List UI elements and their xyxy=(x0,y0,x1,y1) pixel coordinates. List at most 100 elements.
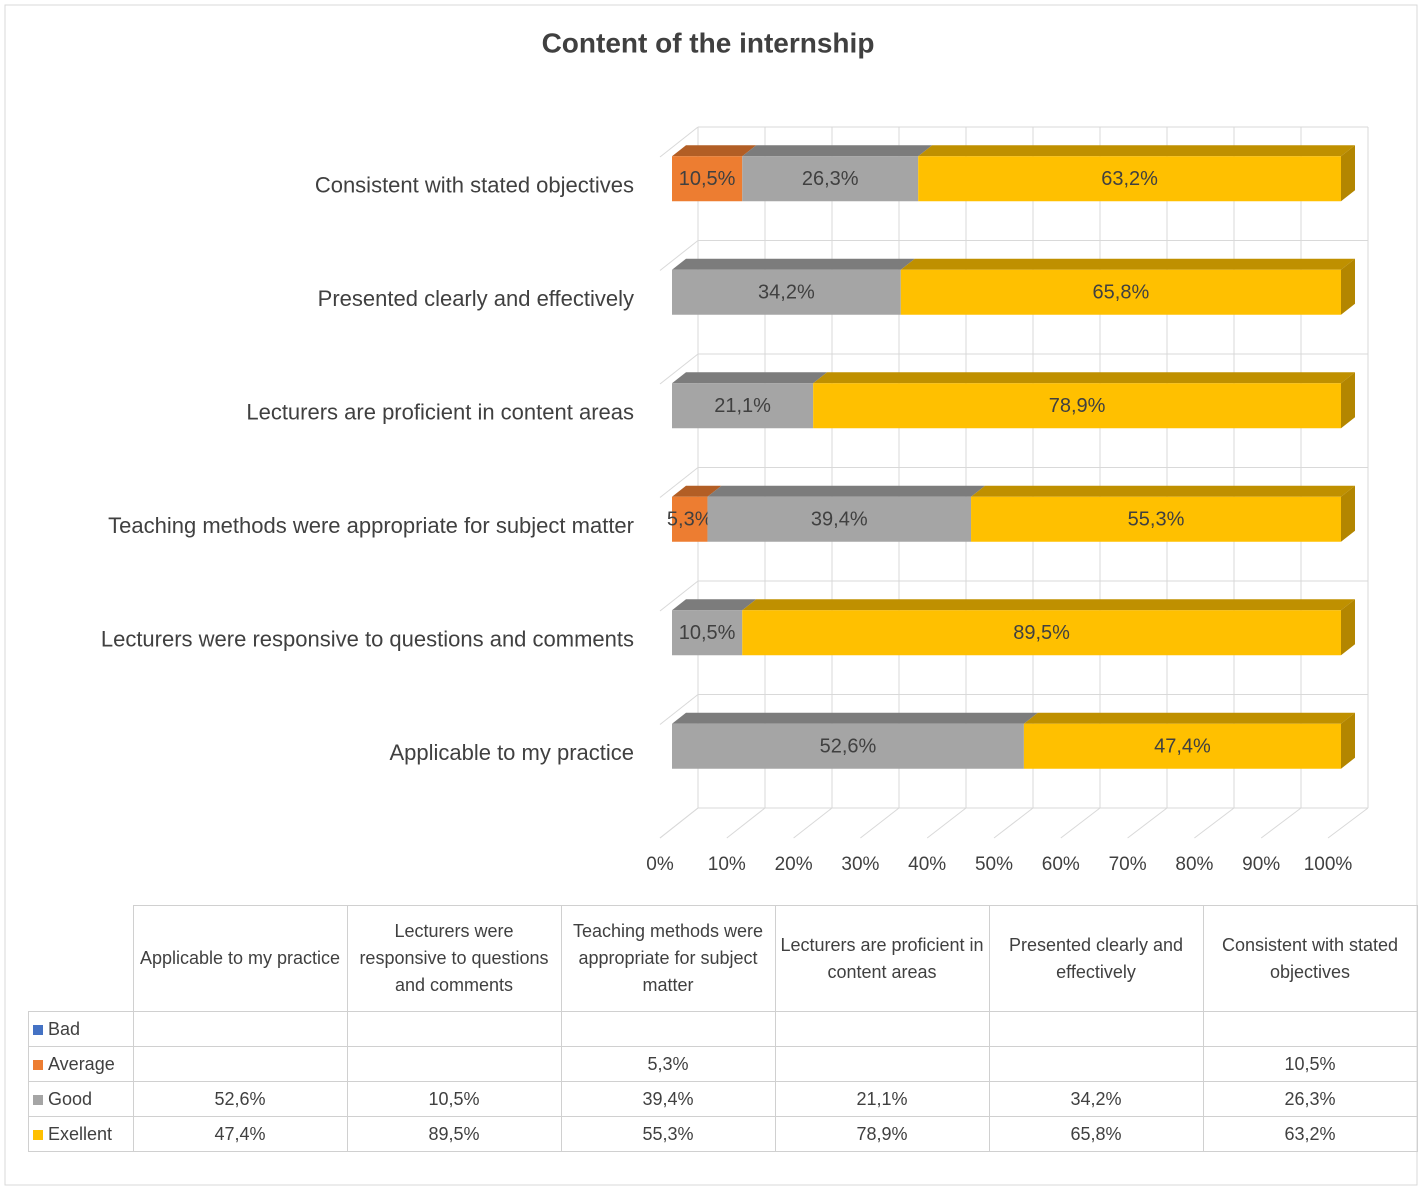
bar-side xyxy=(1341,599,1355,656)
table-corner xyxy=(28,905,134,1012)
table-cell: 5,3% xyxy=(560,1046,776,1082)
bar-top xyxy=(971,485,1355,497)
category-label: Lecturers were responsive to questions a… xyxy=(101,627,634,652)
legend-swatch xyxy=(33,1024,43,1035)
bar-segment xyxy=(742,610,1341,656)
bar-top xyxy=(672,372,828,384)
table-cell: 10,5% xyxy=(1202,1046,1418,1082)
x-tick-label: 80% xyxy=(1175,854,1213,875)
table-cell xyxy=(346,1046,562,1082)
bar-segment xyxy=(707,496,972,542)
value-label: 78,9% xyxy=(1049,395,1106,417)
value-label: 89,5% xyxy=(1013,622,1070,644)
table-cell: 39,4% xyxy=(560,1081,776,1117)
x-tick-label: 30% xyxy=(841,854,879,875)
bar-top xyxy=(918,145,1355,157)
value-label: 55,3% xyxy=(1128,509,1185,531)
legend-swatch xyxy=(33,1059,43,1070)
legend-swatch xyxy=(33,1129,43,1140)
x-tick-label: 90% xyxy=(1242,854,1280,875)
table-cell: 65,8% xyxy=(988,1116,1204,1152)
side-wall-line xyxy=(659,694,699,725)
value-label: 39,4% xyxy=(811,509,868,531)
value-label: 52,6% xyxy=(820,736,877,758)
table-cell: 55,3% xyxy=(560,1116,776,1152)
table-cell xyxy=(774,1011,990,1047)
legend-label: Exellent xyxy=(48,1123,113,1144)
table-header: Teaching methods were appropriate for su… xyxy=(560,905,776,1012)
value-label: 21,1% xyxy=(714,395,771,417)
value-label: 65,8% xyxy=(1093,282,1150,304)
category-label: Presented clearly and effectively xyxy=(318,286,634,311)
table-header: Applicable to my practice xyxy=(132,905,348,1012)
bar-side xyxy=(1341,485,1355,542)
category-label: Consistent with stated objectives xyxy=(315,173,634,198)
value-label: 26,3% xyxy=(802,168,859,190)
bar-segment xyxy=(672,269,901,315)
chart-title: Content of the internship xyxy=(542,27,875,58)
floor-line xyxy=(1060,807,1101,839)
table-cell: 34,2% xyxy=(988,1081,1204,1117)
floor-line xyxy=(993,807,1034,839)
table-cell xyxy=(560,1011,776,1047)
legend-label: Average xyxy=(48,1053,115,1074)
table-cell: 78,9% xyxy=(774,1116,990,1152)
bar-segment xyxy=(813,383,1341,429)
table-cell xyxy=(346,1011,562,1047)
table-cell xyxy=(132,1011,348,1047)
table-cell: 63,2% xyxy=(1202,1116,1418,1152)
bar-segment xyxy=(672,383,814,429)
floor-line xyxy=(793,807,833,839)
bar-top xyxy=(813,372,1355,384)
x-tick-label: 0% xyxy=(646,854,674,875)
table-header-row: Applicable to my practice Lecturers were … xyxy=(28,905,1418,1012)
bar-segment xyxy=(742,156,919,202)
x-tick-label: 50% xyxy=(975,854,1013,875)
legend-label: Bad xyxy=(48,1018,81,1039)
data-table: Applicable to my practice Lecturers were … xyxy=(28,905,1418,1152)
series-cell: Good xyxy=(28,1081,134,1117)
bar-top xyxy=(672,485,722,497)
side-wall-line xyxy=(659,467,699,498)
bar-top xyxy=(742,599,1355,611)
table-cell xyxy=(132,1046,348,1082)
category-label: Teaching methods were appropriate for su… xyxy=(108,513,634,538)
value-label: 34,2% xyxy=(758,282,815,304)
bar-segment xyxy=(900,269,1341,315)
table-header: Lecturers were responsive to questions a… xyxy=(346,905,562,1012)
value-label: 47,4% xyxy=(1154,736,1211,758)
table-cell: 10,5% xyxy=(346,1081,562,1117)
bar-top xyxy=(672,712,1038,724)
side-wall-line xyxy=(659,126,699,158)
side-wall-line xyxy=(659,353,699,385)
table-cell: 21,1% xyxy=(774,1081,990,1117)
bar-side xyxy=(1341,258,1355,315)
bar-side xyxy=(1341,145,1355,202)
category-label: Applicable to my practice xyxy=(389,740,634,765)
bar-top xyxy=(900,258,1355,270)
chart-border xyxy=(4,4,1418,1186)
x-tick-label: 60% xyxy=(1042,854,1080,875)
bar-top xyxy=(672,258,915,270)
table-cell: 47,4% xyxy=(132,1116,348,1152)
floor-line xyxy=(1127,807,1168,839)
bar-segment xyxy=(672,156,743,202)
value-label: 63,2% xyxy=(1101,168,1158,190)
table-cell: 26,3% xyxy=(1202,1081,1418,1117)
legend-label: Good xyxy=(48,1088,93,1109)
bar-top xyxy=(1023,712,1355,724)
x-tick-label: 10% xyxy=(708,854,746,875)
table-header: Lecturers are proficient in content area… xyxy=(774,905,990,1012)
table-header: Presented clearly and effectively xyxy=(988,905,1204,1012)
bar-top xyxy=(742,145,933,157)
side-wall-line xyxy=(659,580,699,612)
legend-swatch xyxy=(33,1094,43,1105)
floor-line xyxy=(926,807,967,839)
bar-segment xyxy=(672,496,708,542)
floor-line xyxy=(860,807,900,839)
bar-side xyxy=(1341,712,1355,769)
floor-line xyxy=(726,807,766,839)
floor-line xyxy=(659,807,699,839)
